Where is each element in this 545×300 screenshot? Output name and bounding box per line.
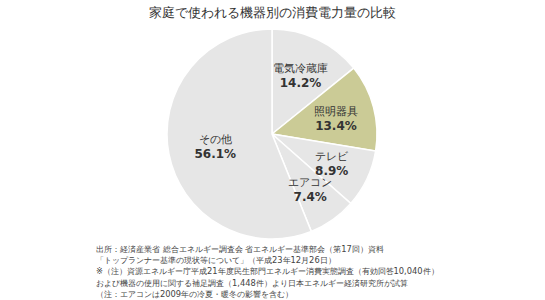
title: 家庭で使われる機器別の消費電力量の比較 bbox=[149, 5, 396, 20]
data-label: 13.4% bbox=[315, 119, 357, 133]
data-label: 7.4% bbox=[294, 190, 327, 204]
note: 「トップランナー基準の現状等について」（平成23年12月26日） bbox=[96, 255, 336, 265]
data-label: 14.2% bbox=[280, 76, 322, 90]
note: （注：エアコンは2009年の冷夏・暖冬の影響を含む） bbox=[96, 289, 293, 299]
slice-label: テレビ bbox=[315, 150, 349, 163]
slice-label: エアコン bbox=[288, 176, 332, 189]
note: ※（注）資源エネルギー庁平成21年度民生部門エネルギー消費実態調査（有効回答10… bbox=[96, 266, 439, 276]
chart: 家庭で使われる機器別の消費電力量の比較電気冷蔵庫14.2% 照明器具13.4% テレ… bbox=[0, 0, 545, 300]
pie bbox=[167, 29, 377, 239]
note: および機器の使用に関する補足調査（1,448件）より日本エネルギー経済研究所が試… bbox=[96, 278, 408, 288]
slice-label: その他 bbox=[199, 133, 232, 146]
note: 出所：経済産業省 総合エネルギー調査会 省エネルギー基準部会（第17回）資料 bbox=[96, 244, 384, 254]
notes: 出所：経済産業省 総合エネルギー調査会 省エネルギー基準部会（第17回）資料「ト… bbox=[96, 244, 439, 299]
pie-slice bbox=[167, 29, 311, 239]
slice-label: 電気冷蔵庫 bbox=[273, 62, 328, 75]
pie-labels: 電気冷蔵庫14.2%照明器具13.4%テレビ8.9%エアコン7.4%その他56.… bbox=[194, 62, 357, 204]
chart-root: 家庭で使われる機器別の消費電力量の比較電気冷蔵庫14.2% 照明器具13.4% テレ… bbox=[0, 0, 545, 300]
data-label: 56.1% bbox=[194, 147, 236, 161]
slice-label: 照明器具 bbox=[314, 105, 358, 118]
